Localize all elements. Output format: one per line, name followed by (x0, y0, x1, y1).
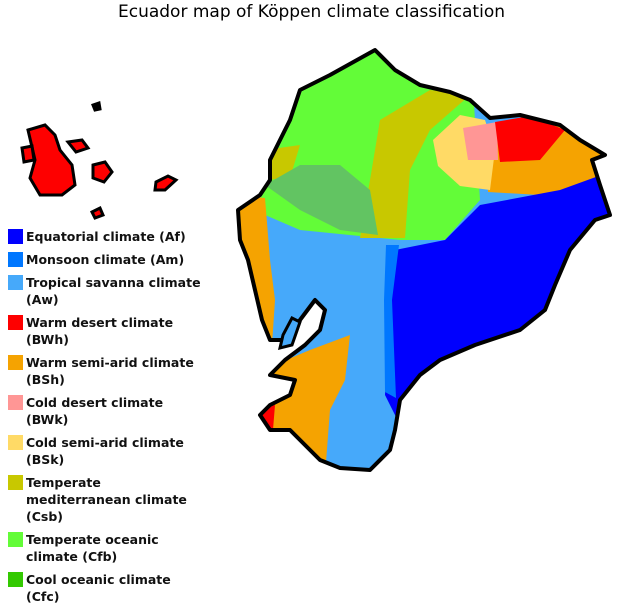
legend-swatch (8, 532, 23, 547)
legend-swatch (8, 572, 23, 587)
legend-item: Equatorial climate (Af) (8, 228, 208, 245)
legend-item: Cold semi-arid climate (BSk) (8, 434, 208, 468)
legend-item: Temperate oceanic climate (Cfb) (8, 531, 208, 565)
legend-label: Cold semi-arid climate (BSk) (26, 435, 184, 467)
page: Ecuador map of Köppen climate classifica… (8, 2, 612, 604)
mainland (238, 50, 610, 470)
legend-swatch (8, 355, 23, 370)
map-title: Ecuador map of Köppen climate classifica… (117, 2, 505, 22)
legend-swatch (8, 252, 23, 267)
legend-label: Temperate mediterranean climate (Csb) (26, 475, 187, 524)
island (277, 316, 302, 351)
legend-item: Tropical savanna climate (Aw) (8, 274, 208, 308)
legend-item: Cool oceanic climate (Cfc) (8, 571, 208, 605)
legend-label: Equatorial climate (Af) (26, 229, 186, 244)
legend-label: Cool oceanic climate (Cfc) (26, 572, 171, 604)
legend-swatch (8, 435, 23, 450)
legend-label: Warm semi-arid climate (BSh) (26, 355, 194, 387)
galapagos (20, 101, 179, 220)
legend-item: Monsoon climate (Am) (8, 251, 208, 268)
legend-item: Temperate mediterranean climate (Csb) (8, 474, 208, 525)
legend-swatch (8, 315, 23, 330)
legend-swatch (8, 229, 23, 244)
legend-label: Monsoon climate (Am) (26, 252, 185, 267)
legend-label: Warm desert climate (BWh) (26, 315, 174, 347)
legend-item: Cold desert climate (BWk) (8, 394, 208, 428)
legend-label: Tropical savanna climate (Aw) (26, 275, 201, 307)
legend-item: Warm desert climate (BWh) (8, 314, 208, 348)
legend-swatch (8, 395, 23, 410)
legend-item: Warm semi-arid climate (BSh) (8, 354, 208, 388)
map (20, 48, 612, 472)
legend: Equatorial climate (Af) Monsoon climate (… (8, 228, 208, 611)
legend-label: Cold desert climate (BWk) (26, 395, 164, 427)
legend-swatch (8, 475, 23, 490)
legend-label: Temperate oceanic climate (Cfb) (26, 532, 159, 564)
legend-swatch (8, 275, 23, 290)
